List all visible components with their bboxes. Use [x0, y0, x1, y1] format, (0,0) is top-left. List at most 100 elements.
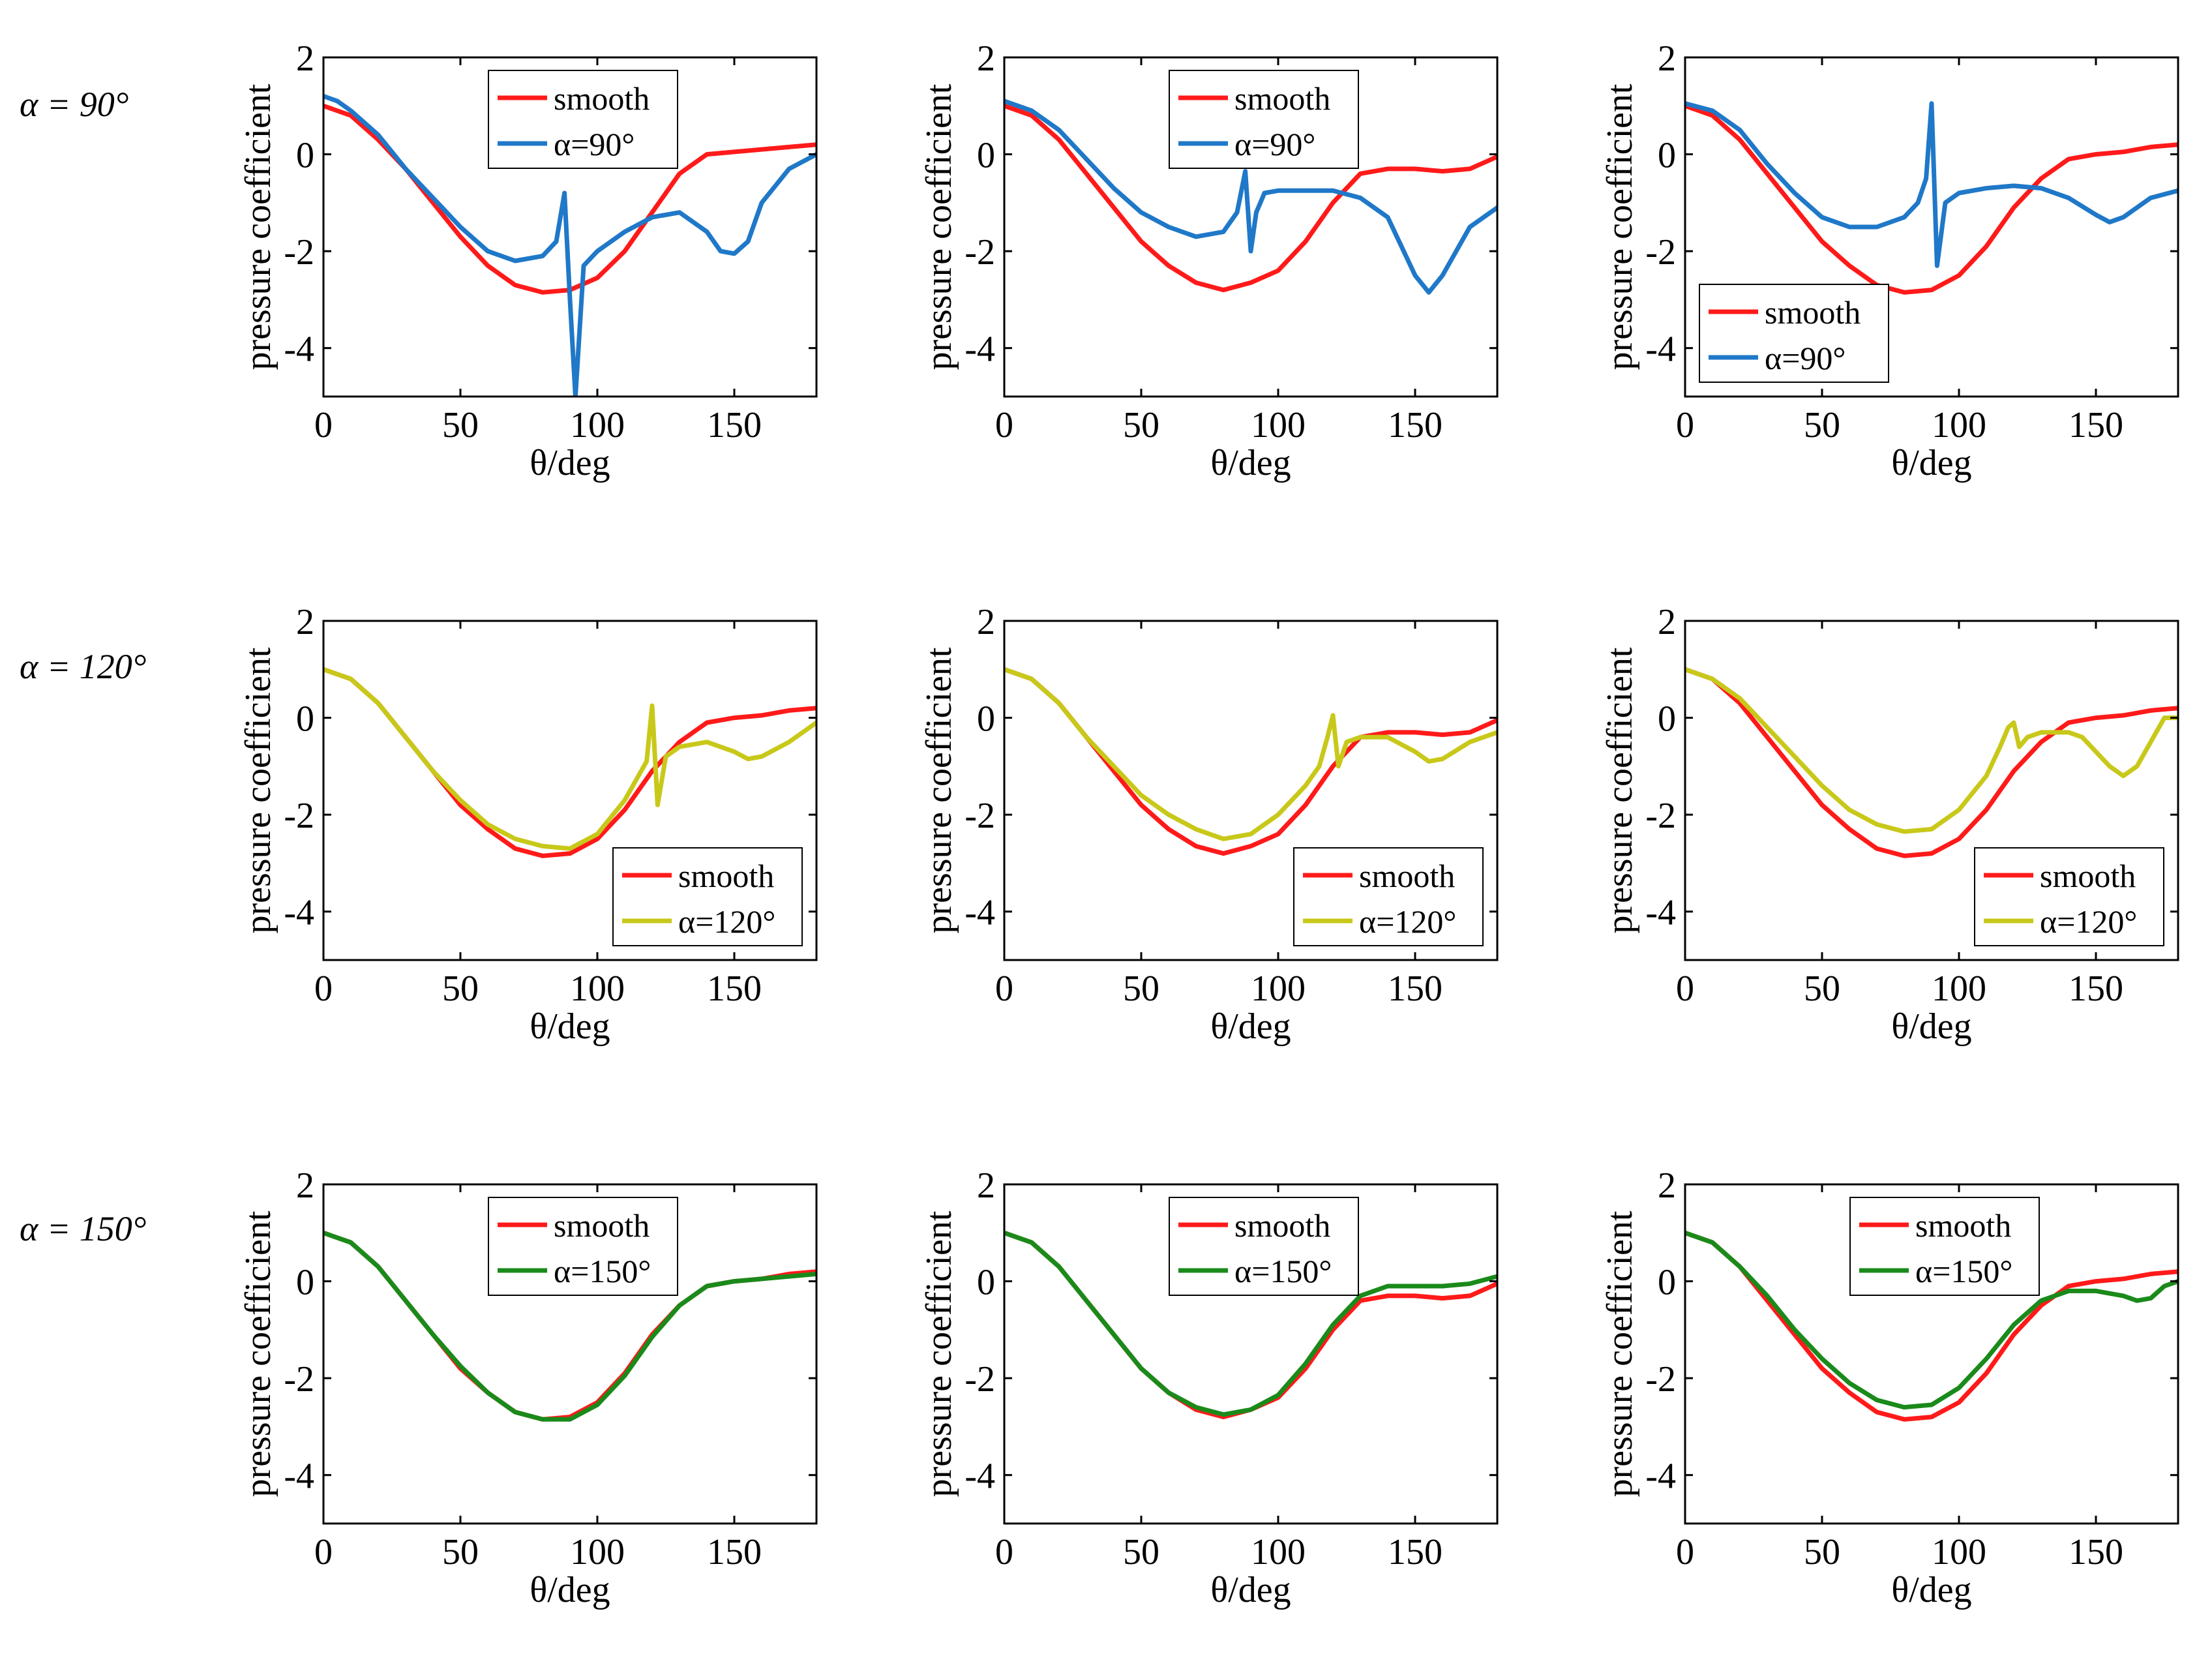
legend-label-smooth: smooth — [1234, 1207, 1330, 1244]
legend-box — [612, 847, 803, 946]
plot-frame — [1003, 620, 1499, 961]
legend-label-smooth: smooth — [1765, 294, 1861, 331]
legend-label-smooth: smooth — [554, 1207, 650, 1244]
chart-panel-r3c2: 0 50 100 150 2 0 -2 -4 θ/deg pressure coefficient… — [919, 1165, 1499, 1610]
y-tick-label: 2 — [977, 1165, 995, 1206]
x-tick-label: 50 — [1123, 969, 1159, 1009]
y-tick-label: 0 — [977, 1263, 995, 1303]
legend-box — [488, 70, 678, 169]
x-tick-label: 50 — [442, 969, 479, 1009]
series-line-alpha — [1004, 1230, 1497, 1417]
legend: smooth α=120° — [1293, 847, 1484, 946]
y-tick-label: -2 — [964, 796, 995, 836]
x-tick-label: 50 — [1804, 405, 1840, 445]
x-tick-label: 50 — [1123, 405, 1159, 445]
y-tick-label: 2 — [296, 38, 314, 79]
y-tick-label: -2 — [1645, 1359, 1676, 1400]
x-tick-label: 50 — [1123, 1532, 1159, 1572]
row-label-alpha-150: α = 150° — [20, 1209, 146, 1248]
legend: smooth α=90° — [488, 70, 678, 169]
series-line-smooth — [1004, 103, 1497, 293]
legend-box — [1169, 1197, 1359, 1296]
legend: smooth α=150° — [488, 1197, 678, 1296]
plot-frame — [1003, 1183, 1499, 1525]
series-line-alpha — [1004, 667, 1497, 841]
x-tick-label: 0 — [1676, 969, 1694, 1009]
series-line-smooth — [323, 667, 816, 858]
x-tick-label: 100 — [570, 1532, 625, 1572]
legend-box — [488, 1197, 678, 1296]
legend-box — [1699, 284, 1889, 383]
y-axis-label: pressure coefficient — [238, 1210, 278, 1497]
y-tick-label: 2 — [296, 1165, 314, 1206]
y-axis-label: pressure coefficient — [1600, 647, 1640, 933]
series-line-alpha — [1685, 101, 2178, 268]
x-tick-label: 100 — [570, 405, 625, 445]
series-line-smooth — [1685, 667, 2178, 858]
legend: smooth α=150° — [1849, 1197, 2040, 1296]
y-tick-label: 0 — [296, 1263, 314, 1303]
legend-box — [1974, 847, 2164, 946]
plot-frame — [1003, 56, 1499, 398]
x-tick-label: 0 — [995, 1532, 1013, 1572]
x-tick-label: 50 — [1804, 1532, 1840, 1572]
series-line-alpha — [323, 93, 816, 397]
x-tick-label: 100 — [1251, 405, 1306, 445]
legend-label-alpha: α=90° — [1765, 340, 1846, 376]
chart-panel-r1c1: 0 50 100 150 2 0 -2 -4 θ/deg pressure coefficient… — [238, 38, 818, 483]
y-tick-label: 2 — [296, 602, 314, 642]
legend-label-smooth: smooth — [1234, 80, 1330, 117]
plot-frame — [322, 1183, 818, 1525]
legend-label-alpha: α=150° — [1915, 1253, 2012, 1289]
row-label-alpha-120: α = 120° — [20, 647, 146, 686]
y-tick-label: -4 — [1645, 893, 1676, 933]
chart-grid: 0 50 100 150 2 0 -2 -4 θ/deg pressure coefficient… — [238, 38, 2179, 1610]
plot-frame — [1684, 1183, 2179, 1525]
y-axis-label: pressure coefficient — [919, 83, 959, 370]
series-line-smooth — [1685, 103, 2178, 295]
x-tick-label: 0 — [314, 1532, 333, 1572]
series-line-alpha — [1685, 1230, 2178, 1410]
x-tick-label: 100 — [570, 969, 625, 1009]
x-tick-label: 0 — [1676, 405, 1694, 445]
x-tick-label: 100 — [1932, 405, 1986, 445]
x-axis-label: θ/deg — [530, 443, 610, 483]
y-tick-label: 2 — [977, 602, 995, 642]
y-tick-label: -2 — [284, 232, 314, 273]
chart-panel-r1c2: 0 50 100 150 2 0 -2 -4 θ/deg pressure coefficient… — [919, 38, 1499, 483]
x-tick-label: 50 — [442, 1532, 479, 1572]
y-tick-label: 0 — [296, 136, 314, 176]
legend-label-alpha: α=90° — [554, 126, 635, 162]
x-tick-label: 0 — [1676, 1532, 1694, 1572]
x-tick-label: 0 — [995, 969, 1013, 1009]
x-tick-label: 150 — [1388, 1532, 1442, 1572]
x-tick-label: 150 — [2069, 405, 2123, 445]
x-tick-label: 150 — [2069, 969, 2123, 1009]
x-tick-label: 0 — [995, 405, 1013, 445]
x-tick-label: 100 — [1251, 969, 1306, 1009]
x-axis-label: θ/deg — [1210, 443, 1291, 483]
plot-frame — [322, 56, 818, 398]
x-tick-label: 150 — [1388, 405, 1442, 445]
y-tick-label: -2 — [284, 1359, 314, 1400]
legend: smooth α=90° — [1699, 284, 1889, 383]
x-tick-label: 150 — [2069, 1532, 2123, 1572]
legend-label-smooth: smooth — [554, 80, 650, 117]
x-tick-label: 150 — [707, 1532, 762, 1572]
series-line-smooth — [1004, 667, 1497, 856]
y-axis-label: pressure coefficient — [238, 83, 278, 370]
plot-frame — [1684, 620, 2179, 961]
x-tick-label: 50 — [1804, 969, 1840, 1009]
y-tick-label: 0 — [1658, 699, 1676, 740]
y-axis-label: pressure coefficient — [1600, 83, 1640, 370]
y-tick-label: -4 — [964, 329, 995, 370]
x-tick-label: 100 — [1251, 1532, 1306, 1572]
legend: smooth α=120° — [612, 847, 803, 946]
series-line-alpha — [1004, 98, 1497, 295]
y-tick-label: 0 — [1658, 1263, 1676, 1303]
chart-panel-r2c2: 0 50 100 150 2 0 -2 -4 θ/deg pressure coefficient… — [919, 602, 1499, 1047]
chart-panel-r2c1: 0 50 100 150 2 0 -2 -4 θ/deg pressure coefficient… — [238, 602, 818, 1047]
y-axis-label: pressure coefficient — [1600, 1210, 1640, 1497]
y-tick-label: -4 — [1645, 1456, 1676, 1497]
row-label-alpha-90: α = 90° — [20, 85, 128, 124]
